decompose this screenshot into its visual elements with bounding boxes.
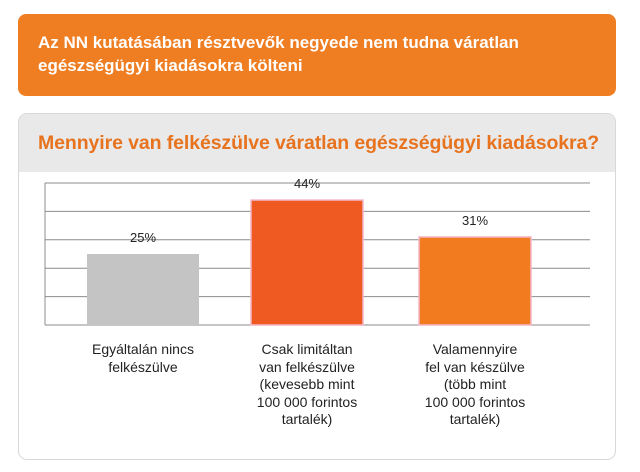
category-label-line: (kevesebb mint — [259, 376, 355, 392]
chart-title: Mennyire van felkészülve váratlan egészs… — [19, 114, 615, 172]
category-label-line: tartalék) — [281, 411, 333, 427]
category-label-line: van felkészülve — [259, 358, 355, 375]
headline-banner: Az NN kutatásában résztvevők negyede nem… — [18, 14, 616, 96]
category-label-line: Valamennyire — [432, 341, 518, 357]
category-label-3: Valamennyire fel van készülve (több mint 10… — [400, 341, 550, 429]
bar-2 — [250, 199, 364, 326]
category-label-2: Csak limitáltan van felkészülve (kevesebb … — [232, 341, 382, 429]
category-label-1: Egyáltalán nincs felkészülve — [68, 341, 218, 376]
bar-1 — [87, 254, 199, 325]
category-label-line: tartalék) — [449, 411, 501, 427]
data-label-3: 31% — [462, 213, 488, 228]
data-label-1: 25% — [130, 230, 156, 245]
category-label-line: felkészülve — [108, 358, 178, 375]
category-label-line: (több mint — [443, 376, 507, 392]
category-label-line: Egyáltalán nincs — [92, 341, 194, 357]
headline-line-2: egészségügyi kiadásokra költeni — [38, 56, 303, 75]
category-label-line: Csak limitáltan — [261, 341, 353, 357]
headline-line-1: Az NN kutatásában résztvevők negyede nem… — [38, 33, 519, 52]
data-label-2: 44% — [294, 176, 320, 191]
bar-3 — [418, 236, 532, 326]
category-label-line: 100 000 forintos — [256, 393, 358, 410]
category-label-line: 100 000 forintos — [424, 393, 526, 410]
category-label-line: fel van készülve — [425, 358, 525, 375]
